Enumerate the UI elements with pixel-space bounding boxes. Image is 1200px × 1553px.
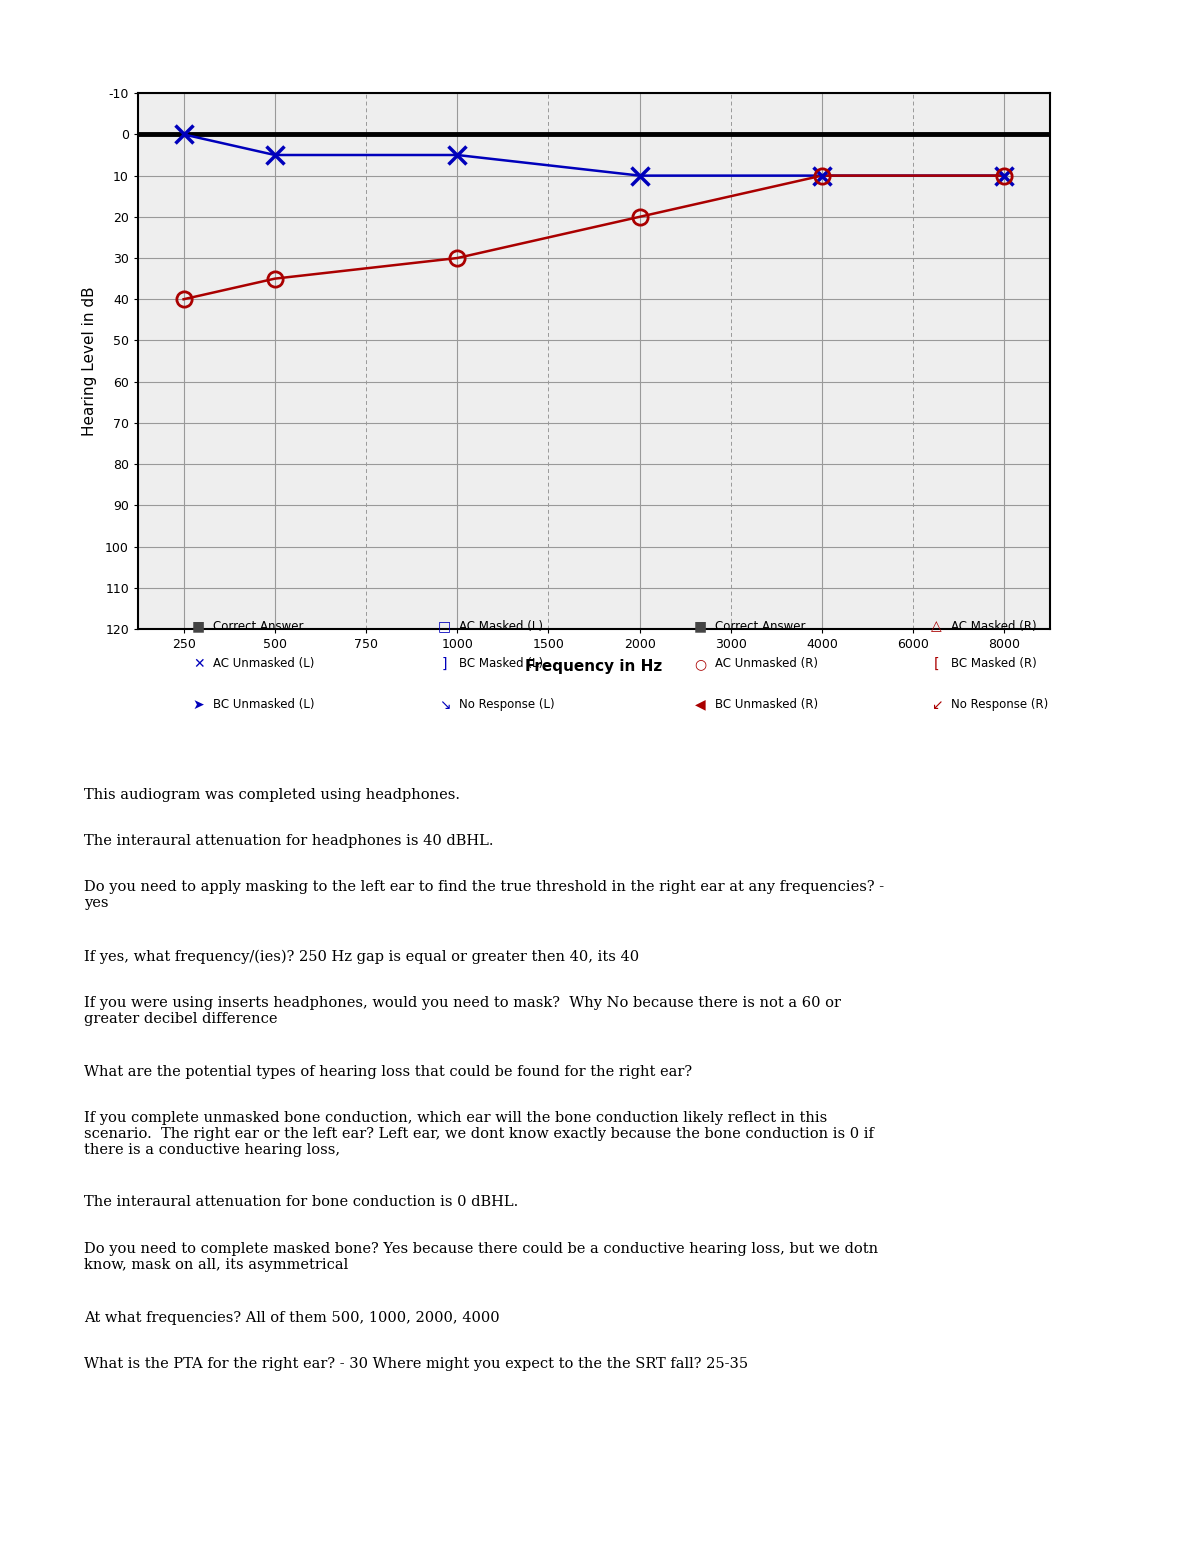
- Text: AC Masked (L): AC Masked (L): [460, 620, 544, 634]
- Text: ✕: ✕: [193, 657, 204, 671]
- Text: Do you need to complete masked bone? Yes because there could be a conductive hea: Do you need to complete masked bone? Yes…: [84, 1241, 878, 1272]
- Text: □: □: [438, 620, 451, 634]
- X-axis label: Frequency in Hz: Frequency in Hz: [526, 660, 662, 674]
- Text: At what frequencies? All of them 500, 1000, 2000, 4000: At what frequencies? All of them 500, 10…: [84, 1311, 499, 1325]
- Text: The interaural attenuation for bone conduction is 0 dBHL.: The interaural attenuation for bone cond…: [84, 1196, 518, 1210]
- Text: ◀: ◀: [695, 697, 706, 711]
- Text: [: [: [934, 657, 940, 671]
- Text: If you complete unmasked bone conduction, which ear will the bone conduction lik: If you complete unmasked bone conduction…: [84, 1110, 874, 1157]
- Text: ■: ■: [694, 620, 707, 634]
- Text: What is the PTA for the right ear? - 30 Where might you expect to the the SRT fa: What is the PTA for the right ear? - 30 …: [84, 1357, 748, 1371]
- Text: BC Masked (L): BC Masked (L): [460, 657, 544, 671]
- Text: ]: ]: [442, 657, 448, 671]
- Text: AC Masked (R): AC Masked (R): [952, 620, 1037, 634]
- Text: Correct Answer: Correct Answer: [715, 620, 806, 634]
- Y-axis label: Hearing Level in dB: Hearing Level in dB: [82, 286, 97, 436]
- Text: If yes, what frequency/(ies)? 250 Hz gap is equal or greater then 40, its 40: If yes, what frequency/(ies)? 250 Hz gap…: [84, 949, 640, 964]
- Text: BC Unmasked (L): BC Unmasked (L): [214, 699, 314, 711]
- Text: Correct Answer: Correct Answer: [214, 620, 304, 634]
- Text: The interaural attenuation for headphones is 40 dBHL.: The interaural attenuation for headphone…: [84, 834, 493, 848]
- Text: What are the potential types of hearing loss that could be found for the right e: What are the potential types of hearing …: [84, 1065, 692, 1079]
- Text: AC Unmasked (L): AC Unmasked (L): [214, 657, 314, 671]
- Text: ➤: ➤: [193, 697, 204, 711]
- Text: AC Unmasked (R): AC Unmasked (R): [715, 657, 818, 671]
- Text: BC Unmasked (R): BC Unmasked (R): [715, 699, 818, 711]
- Text: If you were using inserts headphones, would you need to mask?  Why No because th: If you were using inserts headphones, wo…: [84, 995, 841, 1025]
- Text: Do you need to apply masking to the left ear to find the true threshold in the r: Do you need to apply masking to the left…: [84, 881, 884, 910]
- Text: This audiogram was completed using headphones.: This audiogram was completed using headp…: [84, 787, 460, 801]
- Text: ■: ■: [192, 620, 205, 634]
- Text: No Response (L): No Response (L): [460, 699, 556, 711]
- Text: ↘: ↘: [439, 697, 450, 711]
- Text: ○: ○: [695, 657, 707, 671]
- Text: ↙: ↙: [931, 697, 942, 711]
- Text: No Response (R): No Response (R): [952, 699, 1049, 711]
- Text: BC Masked (R): BC Masked (R): [952, 657, 1037, 671]
- Text: △: △: [931, 620, 942, 634]
